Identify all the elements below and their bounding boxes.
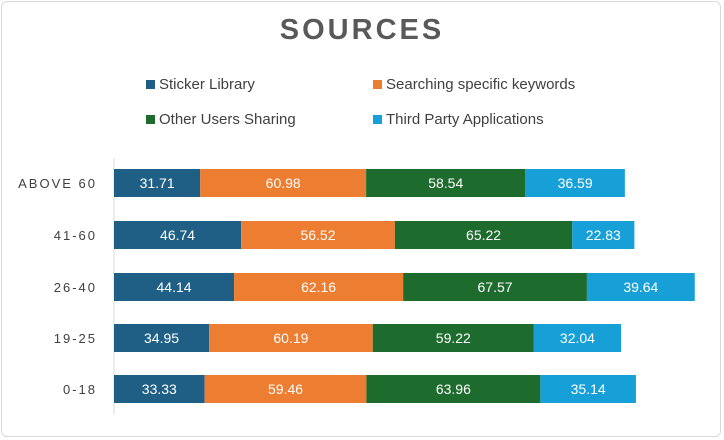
bar-segment bbox=[114, 221, 242, 249]
data-label: 65.22 bbox=[466, 227, 501, 243]
data-label: 33.33 bbox=[142, 381, 177, 397]
legend-label-searching-keywords: Searching specific keywords bbox=[386, 76, 576, 93]
data-label: 59.46 bbox=[268, 381, 303, 397]
bar-segment bbox=[114, 273, 235, 301]
legend-swatch-sticker-library bbox=[146, 80, 155, 89]
legend-swatch-searching-keywords bbox=[373, 80, 382, 89]
data-label: 58.54 bbox=[428, 175, 463, 191]
legend-item-other-users-sharing: Other Users Sharing bbox=[146, 111, 296, 128]
chart-title: SOURCES bbox=[279, 14, 445, 46]
bar-segment bbox=[403, 273, 587, 301]
bar-segment bbox=[114, 169, 201, 197]
legend-swatch-other-users-sharing bbox=[146, 115, 155, 124]
bar-segment bbox=[200, 169, 367, 197]
bar-segment bbox=[114, 375, 205, 403]
data-label: 62.16 bbox=[301, 279, 336, 295]
data-label: 22.83 bbox=[586, 227, 621, 243]
data-label: 44.14 bbox=[157, 279, 192, 295]
legend-item-sticker-library: Sticker Library bbox=[146, 76, 255, 93]
legend-label-other-users-sharing: Other Users Sharing bbox=[159, 111, 296, 128]
bar-segment bbox=[540, 375, 636, 403]
bar-segment bbox=[114, 324, 210, 352]
data-label: 34.95 bbox=[144, 330, 179, 346]
data-label: 31.71 bbox=[140, 175, 175, 191]
data-label: 63.96 bbox=[436, 381, 471, 397]
data-label: 60.19 bbox=[273, 330, 308, 346]
bar-segment bbox=[586, 273, 695, 301]
category-label: 41-60 bbox=[54, 228, 97, 243]
data-label: 60.98 bbox=[266, 175, 301, 191]
data-label: 59.22 bbox=[436, 330, 471, 346]
bar-segment bbox=[234, 273, 404, 301]
data-label: 36.59 bbox=[558, 175, 593, 191]
data-label: 32.04 bbox=[560, 330, 595, 346]
bar-segment bbox=[366, 169, 526, 197]
data-label: 67.57 bbox=[478, 279, 513, 295]
bar-segment bbox=[525, 169, 625, 197]
bar-segment bbox=[394, 221, 573, 249]
bar-segment bbox=[533, 324, 622, 352]
data-label: 56.52 bbox=[300, 227, 335, 243]
legend-item-third-party-apps: Third Party Applications bbox=[373, 111, 544, 128]
bar-segment bbox=[209, 324, 373, 352]
legend-swatch-third-party-apps bbox=[373, 115, 382, 124]
data-label: 39.64 bbox=[623, 279, 658, 295]
bar-segment bbox=[241, 221, 395, 249]
bar-segment bbox=[204, 375, 367, 403]
bar-segment bbox=[372, 324, 534, 352]
bar-segment bbox=[572, 221, 635, 249]
category-label: 26-40 bbox=[54, 280, 97, 295]
category-label: 19-25 bbox=[54, 331, 97, 346]
category-label: ABOVE 60 bbox=[18, 176, 97, 191]
legend-item-searching-keywords: Searching specific keywords bbox=[373, 76, 575, 93]
legend-label-third-party-apps: Third Party Applications bbox=[386, 111, 544, 128]
bar-segment bbox=[366, 375, 541, 403]
category-label: 0-18 bbox=[63, 382, 97, 397]
data-label: 35.14 bbox=[571, 381, 606, 397]
legend-label-sticker-library: Sticker Library bbox=[159, 76, 255, 93]
data-label: 46.74 bbox=[160, 227, 195, 243]
